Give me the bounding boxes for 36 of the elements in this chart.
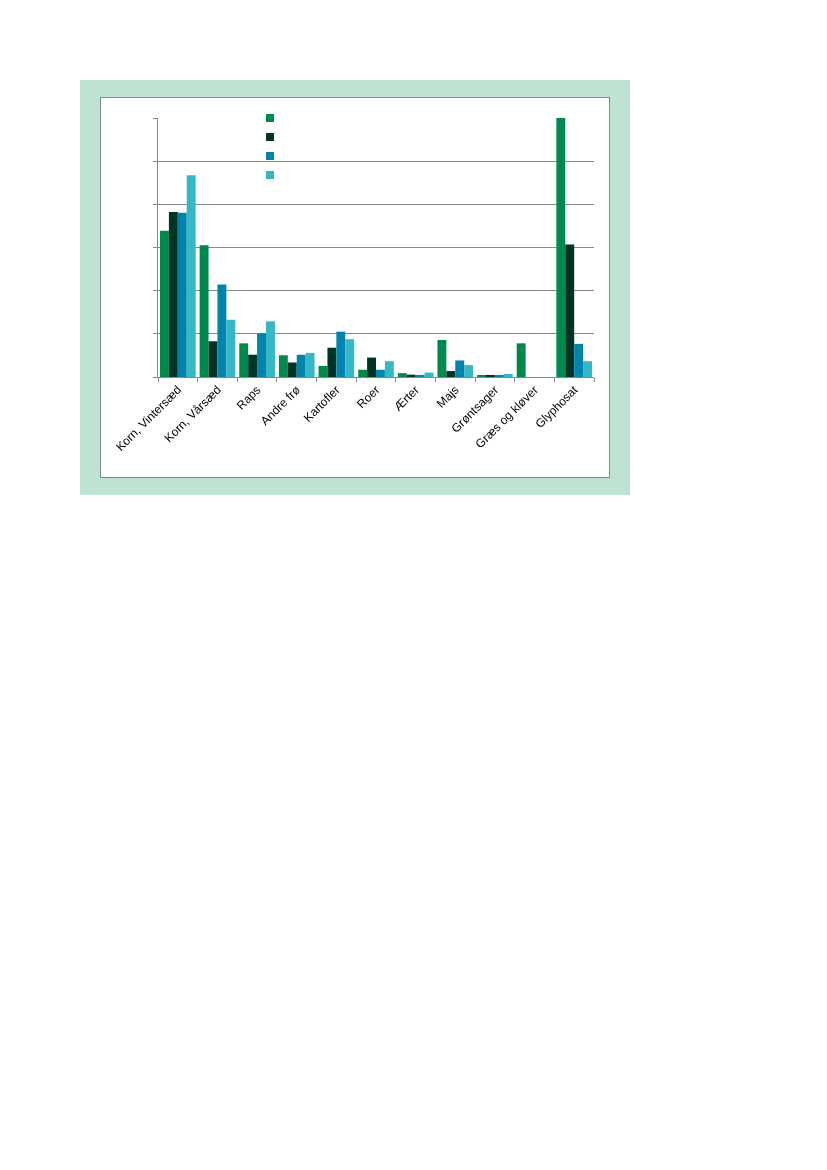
- bar: [464, 365, 474, 377]
- bar: [485, 374, 495, 377]
- bar: [266, 321, 275, 377]
- bar: [556, 118, 566, 377]
- bar: [376, 369, 385, 377]
- bar: [367, 357, 376, 377]
- bar: [257, 333, 267, 377]
- bar: [296, 354, 306, 377]
- bar: [446, 371, 456, 377]
- bar: [199, 245, 209, 377]
- bar: [248, 354, 258, 377]
- bar: [516, 343, 526, 377]
- bar: [217, 284, 227, 377]
- bar: [384, 361, 394, 377]
- bar: [565, 244, 575, 377]
- bar: [574, 343, 584, 377]
- bar: [278, 355, 288, 377]
- bar: [397, 373, 407, 377]
- bar: [336, 331, 346, 377]
- bar: [327, 347, 337, 377]
- bar: [503, 373, 513, 377]
- bar: [208, 341, 218, 377]
- bar: [168, 212, 178, 377]
- bar: [437, 339, 447, 377]
- bar: [455, 360, 465, 377]
- bar: [159, 230, 169, 377]
- bar: [345, 339, 355, 377]
- bar: [226, 319, 236, 377]
- bar: [415, 374, 425, 377]
- bar: [358, 369, 368, 377]
- bar: [186, 175, 196, 377]
- bar: [177, 212, 187, 377]
- bar: [583, 361, 593, 377]
- bar: [305, 352, 315, 377]
- bar: [287, 362, 297, 377]
- bar: [239, 343, 249, 377]
